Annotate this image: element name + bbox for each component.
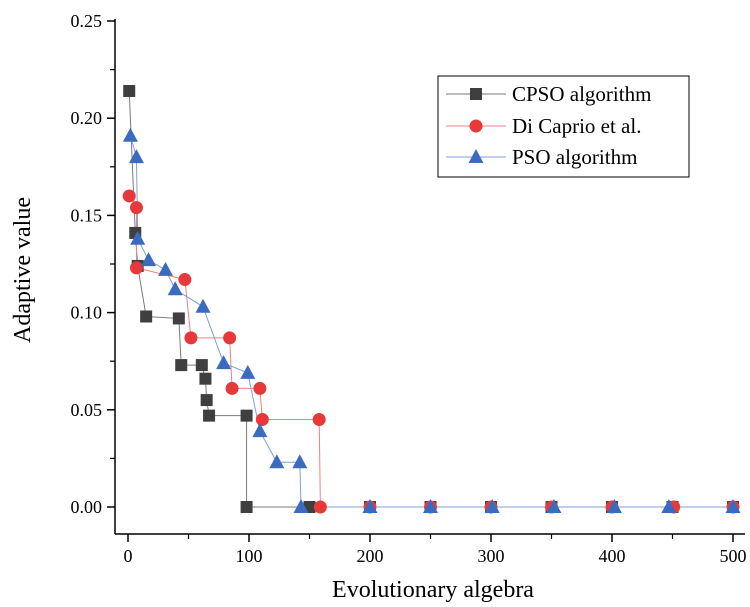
x-tick-label: 100 [236, 546, 263, 566]
legend-label: PSO algorithm [512, 145, 637, 169]
data-point [240, 501, 253, 513]
series-line [129, 135, 733, 508]
data-point [195, 298, 211, 313]
data-point [312, 413, 326, 427]
data-point [195, 359, 208, 372]
y-tick-label: 0.10 [71, 303, 103, 323]
data-point [129, 201, 143, 215]
data-point [129, 261, 143, 275]
data-point [199, 372, 212, 385]
data-point [172, 312, 185, 325]
legend-marker [468, 149, 484, 163]
y-tick-label: 0.00 [71, 497, 103, 517]
y-tick-label: 0.25 [71, 11, 103, 31]
data-point [240, 364, 256, 379]
data-point [223, 331, 237, 345]
data-point [225, 381, 239, 395]
series-markers-circle [122, 189, 740, 514]
data-point [606, 499, 622, 513]
data-point [546, 499, 562, 513]
x-tick-label: 300 [478, 546, 505, 566]
data-point [253, 381, 267, 395]
legend-marker [470, 88, 482, 100]
data-point [141, 252, 157, 267]
data-point [128, 149, 144, 164]
data-point [240, 409, 253, 422]
data-point [362, 499, 378, 513]
data-point [661, 499, 677, 513]
data-point [269, 454, 285, 469]
legend: CPSO algorithm Di Caprio et al. PSO algori… [437, 75, 690, 178]
data-point [484, 499, 500, 513]
data-point [725, 499, 741, 513]
data-point [175, 359, 188, 372]
data-point [292, 454, 308, 469]
series-layer [122, 84, 741, 514]
data-point [216, 355, 232, 370]
x-tick-label: 200 [357, 546, 384, 566]
data-point [140, 310, 153, 323]
x-tick-label: 500 [720, 546, 747, 566]
ticks: 0 100 200 300 400 500 0.00 0.05 0.10 0.15 0.20 0.25 [71, 11, 747, 566]
y-tick-label: 0.20 [71, 108, 103, 128]
data-point [184, 331, 198, 345]
data-point [423, 499, 438, 513]
y-tick-label: 0.05 [71, 400, 103, 420]
data-point [158, 261, 174, 276]
series-triangle [129, 135, 733, 508]
y-tick-label: 0.15 [71, 205, 103, 225]
data-point [123, 84, 136, 97]
legend-label: CPSO algorithm [512, 82, 651, 106]
x-axis-title: Evolutionary algebra [332, 577, 534, 603]
data-point [255, 413, 269, 427]
data-point [252, 423, 268, 438]
data-point [203, 409, 216, 422]
data-point [178, 273, 192, 287]
data-point [122, 127, 138, 142]
data-point [313, 500, 327, 514]
x-tick-label: 0 [124, 546, 133, 566]
legend-marker [469, 119, 483, 133]
data-point [200, 394, 213, 407]
data-point [130, 230, 146, 245]
x-tick-label: 400 [599, 546, 626, 566]
data-point [122, 189, 136, 203]
legend-label: Di Caprio et al. [512, 114, 641, 138]
series-markers-triangle [122, 127, 741, 513]
y-axis-title: Adaptive value [10, 197, 36, 343]
data-point [167, 281, 183, 296]
data-point [293, 499, 309, 513]
